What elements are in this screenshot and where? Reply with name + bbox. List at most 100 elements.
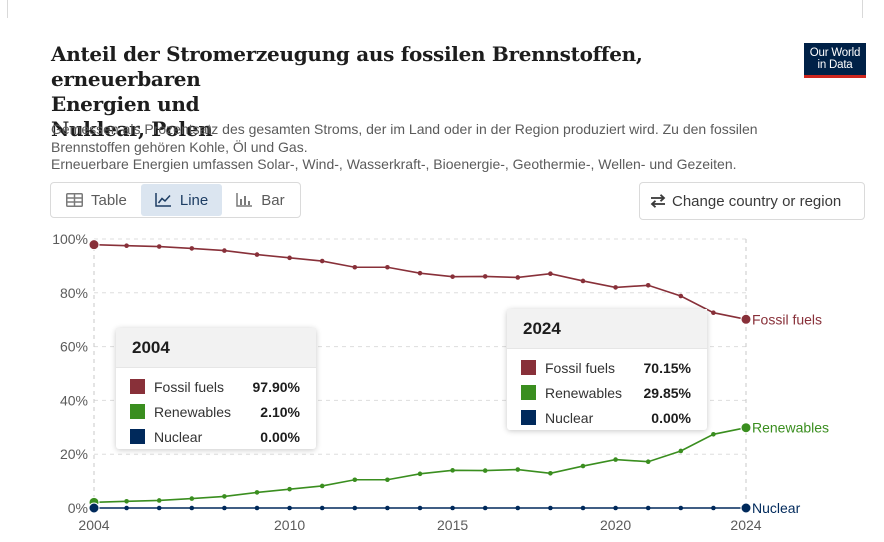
swatch-nuclear (130, 429, 145, 444)
data-point[interactable] (740, 502, 752, 514)
data-point[interactable] (385, 505, 390, 511)
data-point[interactable] (417, 270, 423, 276)
data-point[interactable] (287, 255, 292, 261)
tooltip-value: 0.00% (260, 428, 300, 445)
data-point[interactable] (352, 477, 358, 483)
data-point[interactable] (515, 467, 521, 472)
data-point[interactable] (88, 502, 100, 514)
data-point[interactable] (678, 505, 684, 511)
data-point[interactable] (740, 313, 752, 325)
swatch-renewables (130, 404, 145, 419)
data-point[interactable] (548, 505, 553, 511)
data-point[interactable] (287, 486, 292, 492)
data-point[interactable] (515, 505, 521, 511)
tooltip-series-name: Renewables (154, 403, 232, 420)
chart-title-line: Nuklear, Polen (51, 117, 213, 141)
data-point[interactable] (124, 505, 129, 511)
data-point[interactable] (482, 274, 488, 279)
data-point[interactable] (711, 505, 716, 511)
data-point[interactable] (580, 463, 586, 469)
data-point[interactable] (548, 470, 553, 476)
tooltip-series-name: Fossil fuels (545, 359, 616, 376)
data-point[interactable] (678, 448, 684, 454)
data-point[interactable] (254, 490, 260, 495)
tab-table[interactable]: Table (52, 184, 141, 216)
data-point[interactable] (613, 285, 618, 290)
chart-title-line: Anteil der Stromerzeugung aus fossilen B… (51, 42, 643, 91)
data-point[interactable] (156, 498, 162, 503)
data-point[interactable] (254, 505, 260, 511)
tab-label: Line (179, 191, 209, 209)
data-point[interactable] (645, 505, 651, 511)
data-point[interactable] (189, 496, 195, 501)
y-tick-label: 60% (60, 339, 88, 355)
tooltip-series-name: Renewables (545, 384, 623, 401)
x-tick-label: 2020 (600, 517, 631, 533)
series-end-label[interactable]: Renewables (752, 420, 829, 436)
data-point[interactable] (580, 278, 586, 284)
tab-label: Bar (261, 191, 285, 209)
owid-logo[interactable]: Our World in Data (804, 43, 866, 78)
tooltip-row: Fossil fuels 70.15% (507, 355, 707, 380)
series-end-label[interactable]: Nuclear (752, 500, 801, 516)
tab-line[interactable]: Line (140, 184, 223, 216)
data-point[interactable] (189, 246, 195, 251)
data-point[interactable] (385, 264, 390, 270)
table-icon (66, 193, 83, 207)
data-point[interactable] (515, 275, 521, 280)
y-tick-label: 20% (60, 446, 88, 462)
data-point[interactable] (417, 505, 423, 511)
data-point[interactable] (711, 310, 716, 316)
data-point[interactable] (613, 457, 618, 462)
data-point[interactable] (319, 258, 325, 264)
data-point[interactable] (156, 505, 162, 511)
data-point[interactable] (613, 505, 618, 511)
logo-line: Our World (809, 47, 861, 59)
data-point[interactable] (482, 468, 488, 473)
data-point[interactable] (352, 264, 358, 270)
tooltip-series-name: Nuclear (154, 428, 203, 445)
data-point[interactable] (222, 248, 227, 253)
data-point[interactable] (740, 422, 752, 434)
data-point[interactable] (450, 468, 455, 473)
data-point[interactable] (124, 243, 129, 249)
data-point[interactable] (189, 505, 195, 511)
tooltip-value: 2.10% (260, 403, 300, 420)
data-point[interactable] (645, 282, 651, 288)
data-point[interactable] (124, 498, 129, 504)
y-tick-label: 40% (60, 392, 88, 408)
data-point[interactable] (580, 505, 586, 511)
tab-bar[interactable]: Bar (222, 184, 298, 216)
data-point[interactable] (88, 239, 100, 251)
data-point[interactable] (450, 274, 455, 279)
data-point[interactable] (482, 505, 488, 511)
tooltip-2024: 2024 Fossil fuels 70.15% Renewables 29.8… (507, 309, 707, 430)
data-point[interactable] (548, 271, 553, 277)
y-tick-label: 0% (68, 500, 88, 516)
data-point[interactable] (319, 505, 325, 511)
x-tick-label: 2015 (437, 517, 468, 533)
data-point[interactable] (385, 477, 390, 483)
data-point[interactable] (678, 293, 684, 299)
subtitle-line: Gemessen als Prozentsatz des gesamten St… (51, 121, 758, 137)
tooltip-year: 2024 (507, 309, 707, 349)
tooltip-row: Renewables 2.10% (116, 399, 316, 424)
data-point[interactable] (450, 505, 455, 511)
data-point[interactable] (254, 252, 260, 257)
data-point[interactable] (645, 459, 651, 465)
tooltip-value: 0.00% (651, 409, 691, 426)
data-point[interactable] (417, 471, 423, 477)
swap-icon (650, 194, 666, 208)
data-point[interactable] (222, 494, 227, 499)
data-point[interactable] (319, 483, 325, 489)
data-point[interactable] (222, 505, 227, 511)
view-tabs: Table Line Bar (50, 182, 301, 218)
y-tick-label: 100% (52, 231, 88, 247)
data-point[interactable] (156, 244, 162, 249)
tooltip-row: Fossil fuels 97.90% (116, 374, 316, 399)
series-end-label[interactable]: Fossil fuels (752, 311, 822, 327)
data-point[interactable] (287, 505, 292, 511)
data-point[interactable] (352, 505, 358, 511)
data-point[interactable] (711, 431, 716, 437)
change-country-button[interactable]: Change country or region (639, 182, 865, 220)
